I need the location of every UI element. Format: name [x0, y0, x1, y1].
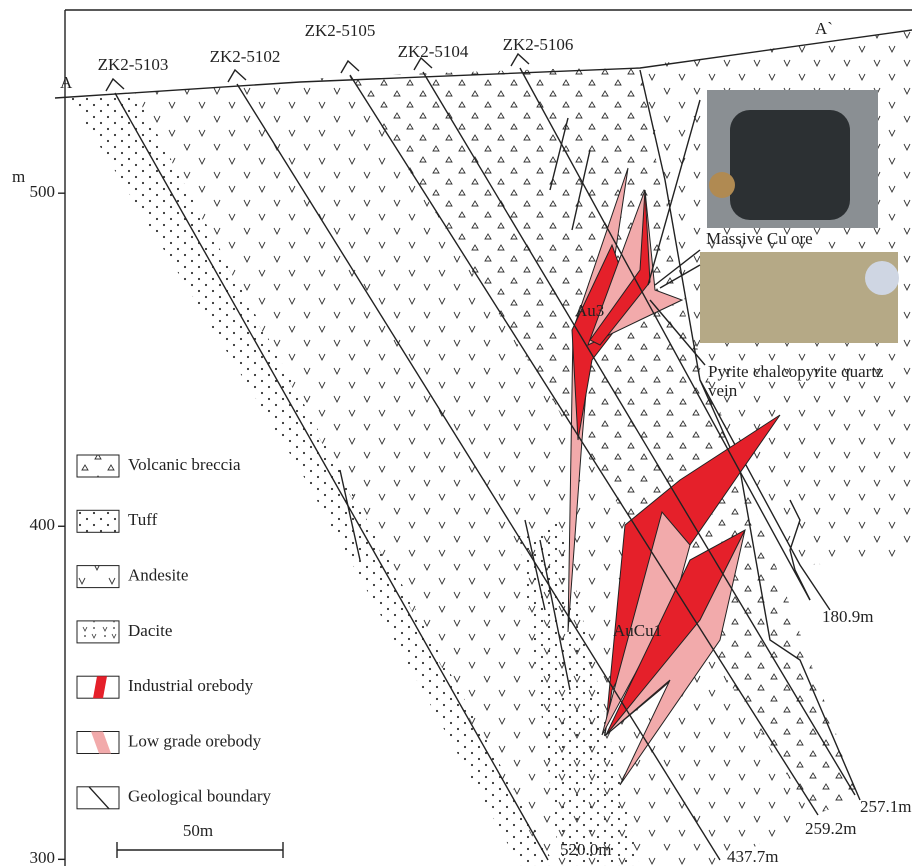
- collar: [341, 61, 359, 73]
- legend-label: Volcanic breccia: [128, 455, 241, 474]
- legend-box: [77, 621, 119, 643]
- axis-unit: m: [12, 167, 25, 186]
- cross-section: Au3 AuCu1 Massive Cu ore Pyrite chalcopy…: [0, 0, 912, 866]
- photo-caption: Massive Cu ore: [706, 229, 813, 248]
- collar: [106, 79, 124, 91]
- hole-depth: 259.2m: [805, 819, 856, 838]
- legend-label: Low grade orebody: [128, 731, 262, 750]
- hole-id: ZK2-5104: [398, 42, 469, 61]
- collar: [511, 54, 529, 66]
- tick-label: 500: [30, 182, 56, 201]
- collar: [228, 70, 246, 82]
- hole-id: ZK2-5103: [98, 55, 169, 74]
- hole-depth: 437.7m: [727, 847, 778, 866]
- hole-id: ZK2-5102: [210, 47, 281, 66]
- orebody-label: AuCu1: [613, 621, 662, 640]
- legend-label: Andesite: [128, 566, 188, 585]
- scale-label: 50m: [183, 821, 213, 840]
- legend-box: [77, 455, 119, 477]
- orebody-label: Au3: [575, 301, 604, 320]
- legend-label: Tuff: [128, 510, 158, 529]
- legend-label: Industrial orebody: [128, 676, 254, 695]
- photo-caption-box: Pyrite chalcopyrite quartz vein: [708, 362, 908, 406]
- legend-box: [77, 787, 119, 809]
- hole-depth: 180.9m: [822, 607, 873, 626]
- hole-depth: 520.0m: [560, 840, 611, 859]
- photo-caption: Pyrite chalcopyrite quartz vein: [708, 362, 908, 400]
- legend-box: [77, 566, 119, 588]
- legend-box: [77, 510, 119, 532]
- elevation-axis: m 500 400 300: [12, 167, 65, 866]
- section-end: A`: [815, 19, 833, 38]
- hole-depth: 257.1m: [860, 797, 911, 816]
- scale-bar: 50m: [117, 821, 283, 858]
- section-start: A: [60, 73, 73, 92]
- legend-label: Dacite: [128, 621, 172, 640]
- legend-label: Geological boundary: [128, 787, 272, 806]
- legend: Volcanic breccia Tuff Andesite Dacite Indust…: [77, 455, 272, 809]
- hole-id: ZK2-5106: [503, 35, 574, 54]
- hole-id: ZK2-5105: [305, 21, 376, 40]
- tick-label: 300: [30, 848, 56, 866]
- tick-label: 400: [30, 515, 56, 534]
